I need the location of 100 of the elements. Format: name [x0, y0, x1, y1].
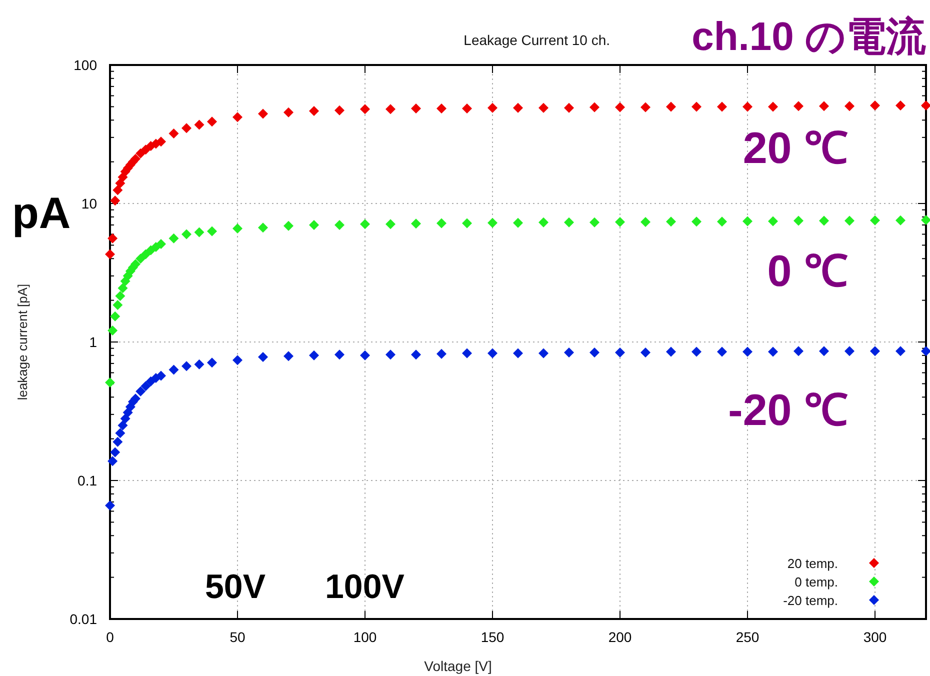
point — [110, 447, 120, 458]
point — [168, 364, 179, 375]
point — [513, 218, 523, 228]
point — [182, 229, 192, 240]
y-tick-label: 0.01 — [70, 611, 98, 627]
point — [436, 104, 446, 114]
point — [462, 348, 472, 358]
point — [692, 102, 702, 112]
point — [640, 347, 650, 358]
point — [232, 355, 242, 366]
point — [118, 283, 128, 294]
point — [870, 346, 880, 356]
point — [768, 346, 778, 357]
point — [896, 100, 906, 110]
point — [108, 456, 118, 466]
point — [207, 358, 217, 368]
text: ch.10 の電流 — [692, 15, 926, 59]
point — [844, 346, 854, 356]
point — [105, 249, 115, 260]
point — [819, 216, 829, 226]
point — [136, 386, 146, 396]
annotation: 0 ℃ — [767, 247, 848, 296]
point — [488, 102, 498, 113]
x-tick-label: 100 — [353, 629, 377, 645]
point — [118, 420, 128, 430]
point — [112, 300, 123, 310]
point — [717, 216, 727, 227]
point — [168, 128, 179, 139]
point — [717, 102, 727, 112]
legend-label: 0 temp. — [794, 574, 838, 590]
point — [436, 218, 446, 228]
point — [768, 102, 778, 112]
point — [182, 123, 192, 134]
point — [615, 217, 625, 228]
y-tick-label: 10 — [81, 196, 98, 212]
point — [921, 100, 930, 110]
x-axis-title: Voltage [V] — [424, 658, 492, 674]
point — [411, 350, 421, 360]
legend-label: 20 temp. — [787, 556, 838, 571]
x-tick-label: 150 — [480, 629, 504, 645]
chart-title: Leakage Current 10 ch. — [464, 32, 610, 48]
point — [768, 216, 778, 226]
point — [640, 217, 650, 228]
point — [156, 239, 166, 249]
point — [207, 226, 217, 236]
y-tick-label: 100 — [74, 57, 98, 73]
point — [717, 346, 727, 357]
point — [105, 500, 115, 510]
x-tick-label: 0 — [106, 629, 114, 645]
point — [488, 348, 498, 358]
y-axis-title: leakage current [pA] — [15, 284, 30, 400]
point — [794, 216, 804, 226]
point — [284, 220, 294, 231]
annotation: -20 ℃ — [728, 386, 848, 435]
point — [108, 326, 118, 336]
point — [819, 101, 829, 112]
text: pA — [12, 189, 71, 238]
point — [207, 116, 217, 127]
point — [590, 217, 600, 228]
point — [692, 346, 702, 357]
point — [462, 104, 472, 114]
point — [309, 220, 319, 230]
point — [692, 216, 702, 227]
point — [136, 254, 146, 264]
point — [640, 102, 650, 112]
point — [360, 219, 370, 230]
point — [794, 346, 804, 356]
point — [194, 359, 204, 370]
point — [870, 100, 880, 110]
point — [844, 216, 854, 226]
point — [742, 216, 752, 226]
point — [794, 101, 804, 112]
point — [115, 290, 126, 301]
point — [666, 102, 676, 112]
annotation: 20 ℃ — [742, 124, 848, 173]
point — [564, 217, 574, 228]
point — [140, 249, 151, 260]
point — [564, 347, 574, 358]
point — [488, 218, 498, 228]
point — [615, 347, 625, 358]
point — [538, 217, 548, 228]
point — [386, 350, 396, 360]
point — [168, 233, 179, 244]
point — [538, 102, 548, 113]
point — [140, 381, 151, 392]
point — [386, 104, 396, 114]
point — [590, 102, 600, 112]
y-tick-label: 1 — [89, 334, 98, 350]
point — [334, 350, 344, 360]
point — [334, 105, 344, 116]
point — [309, 350, 319, 360]
point — [590, 347, 600, 358]
point — [896, 346, 906, 356]
point — [666, 346, 676, 357]
point — [258, 352, 268, 362]
point — [538, 348, 548, 358]
point — [110, 311, 120, 322]
point — [411, 104, 421, 114]
point — [194, 227, 204, 238]
point — [386, 219, 396, 230]
